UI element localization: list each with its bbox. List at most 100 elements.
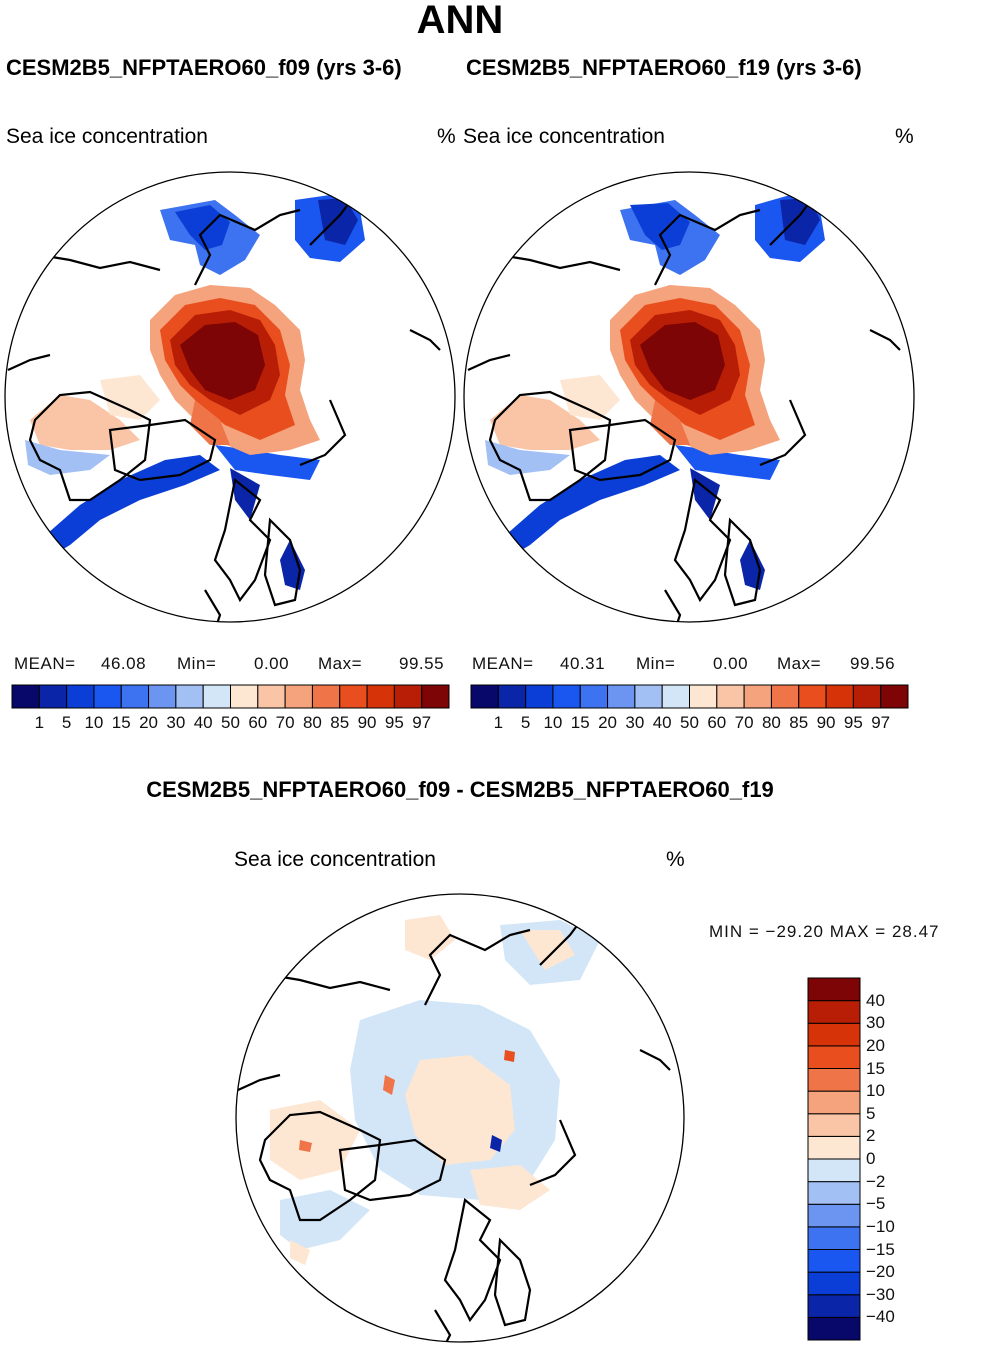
panel2-colorbar-swatch — [852, 684, 882, 709]
panel1-colorbar-tick-label: 95 — [384, 713, 404, 732]
panel2-colorbar-swatch — [689, 684, 718, 709]
panel1-colorbar-swatch — [175, 684, 204, 709]
panel1-min: 0.00 — [254, 654, 290, 673]
panel1-colorbar-swatch — [366, 684, 395, 709]
diff-field — [270, 915, 600, 1265]
panel1-colorbar-tick-label: 40 — [193, 713, 213, 732]
diff-colorbar-swatch — [807, 1045, 861, 1069]
panel1-map-border — [4, 171, 456, 623]
diff-colorbar-swatch — [807, 1113, 861, 1137]
diff-colorbar-swatch — [807, 977, 861, 1002]
panel1-colorbar-swatch — [311, 684, 341, 709]
panel2-min: 0.00 — [713, 654, 749, 673]
diff-colorbar-swatch — [807, 1135, 861, 1160]
panel2-colorbar-swatch — [798, 684, 827, 709]
panel2-colorbar-swatch — [743, 684, 772, 709]
panel1-colorbar-tick-label: 10 — [84, 713, 104, 732]
panel2-colorbar-swatch — [552, 684, 581, 709]
panel1-colorbar-swatch — [93, 684, 122, 709]
diff-colorbar-tick-label: 10 — [866, 1081, 885, 1101]
panel1-colorbar-swatch — [11, 684, 40, 709]
panel1-min-label: Min= — [177, 654, 217, 673]
diff-colorbar-tick-label: −2 — [866, 1171, 886, 1191]
panel2-colorbar-swatch — [579, 684, 609, 709]
panel1-ice-field — [25, 195, 365, 590]
diff-colorbar-tick-label: −30 — [866, 1284, 895, 1304]
panel1-colorbar-tick-label: 20 — [139, 713, 159, 732]
diff-colorbar-swatch — [807, 1000, 861, 1024]
diff-title: CESM2B5_NFPTAERO60_f09 - CESM2B5_NFPTAER… — [146, 777, 774, 802]
diff-map — [237, 914, 671, 1342]
panel2-colorbar-tick-label: 70 — [734, 713, 754, 732]
diff-colorbar-tick-label: −40 — [866, 1307, 895, 1327]
panel1-colorbar-tick-label: 80 — [302, 713, 322, 732]
panel1-map — [7, 194, 441, 622]
panel1-colorbar-swatch — [202, 684, 231, 709]
panel2-colorbar-tick-label: 5 — [520, 713, 531, 732]
panel1-mean: 46.08 — [101, 654, 147, 673]
panel2-colorbar-tick-label: 1 — [493, 713, 504, 732]
panel1-mean-label: MEAN= — [14, 654, 76, 673]
diff-colorbar-swatch — [807, 1316, 861, 1341]
diff-coastlines — [237, 914, 671, 1342]
diff-colorbar-tick-label: 40 — [866, 990, 885, 1010]
panel1-coastlines — [7, 194, 441, 622]
panel2-max-label: Max= — [777, 654, 822, 673]
panel1-colorbar-tick-label: 30 — [166, 713, 186, 732]
diff-colorbar-swatch — [807, 1249, 861, 1273]
diff-colorbar-tick-label: 20 — [866, 1035, 885, 1055]
panel1-colorbar — [11, 684, 450, 709]
panel2-map — [467, 194, 901, 622]
panel1-max: 99.55 — [399, 654, 445, 673]
panel2-variable: Sea ice concentration — [463, 125, 665, 148]
diff-colorbar-swatch — [807, 1181, 861, 1205]
panel1-colorbar-swatch — [393, 684, 423, 709]
panel1-colorbar-swatch — [38, 684, 68, 709]
panel2-colorbar-swatch — [607, 684, 636, 709]
panel2-units: % — [895, 125, 914, 148]
panel1-colorbar-tick-label: 15 — [111, 713, 131, 732]
panel2-colorbar-tick-label: 40 — [652, 713, 672, 732]
panel2-mean-label: MEAN= — [472, 654, 534, 673]
panel2-colorbar-tick-label: 80 — [761, 713, 781, 732]
panel1-colorbar-swatch — [284, 684, 313, 709]
panel2-colorbar-tick-label: 15 — [570, 713, 590, 732]
panel2-max: 99.56 — [850, 654, 896, 673]
diff-units: % — [666, 848, 685, 871]
panel1-colorbar-tick-label: 70 — [275, 713, 295, 732]
panel2-map-border — [463, 171, 915, 623]
diff-colorbar-tick-label: 15 — [866, 1058, 885, 1078]
panel2-colorbar-tick-label: 97 — [871, 713, 891, 732]
diff-map-border — [235, 893, 685, 1343]
diff-colorbar-tick-label: 2 — [866, 1126, 876, 1146]
panel2-min-label: Min= — [636, 654, 676, 673]
panel2-colorbar-swatch — [825, 684, 854, 709]
diff-colorbar-swatch — [807, 1090, 861, 1115]
panel2-colorbar-swatch — [716, 684, 745, 709]
panel1-colorbar-swatch — [257, 684, 286, 709]
panel1-colorbar-tick-label: 60 — [248, 713, 268, 732]
diff-colorbar-swatch — [807, 1068, 861, 1092]
panel2-coastlines — [467, 194, 901, 622]
panel1-max-label: Max= — [318, 654, 363, 673]
diff-colorbar-tick-label: −10 — [866, 1216, 895, 1236]
panel1-case-title: CESM2B5_NFPTAERO60_f09 (yrs 3-6) — [6, 55, 402, 80]
diff-colorbar-tick-label: 0 — [866, 1149, 876, 1168]
diff-colorbar-swatch — [807, 1022, 861, 1047]
panel1-colorbar-tick-label: 85 — [330, 713, 350, 732]
diff-colorbar-swatch — [807, 1203, 861, 1228]
panel2-colorbar-swatch — [880, 684, 909, 709]
panel1-variable: Sea ice concentration — [6, 125, 208, 148]
panel1-colorbar-swatch — [148, 684, 177, 709]
panel1-colorbar-swatch — [66, 684, 95, 709]
diff-colorbar-swatch — [807, 1271, 861, 1296]
panel1-colorbar-swatch — [120, 684, 150, 709]
diff-colorbar-tick-label: −15 — [866, 1239, 895, 1259]
panel2-mean: 40.31 — [560, 654, 606, 673]
panel2-colorbar-swatch — [661, 684, 690, 709]
panel2-colorbar-tick-label: 95 — [843, 713, 863, 732]
panel1-colorbar-tick-label: 1 — [34, 713, 45, 732]
panel1-colorbar-swatch — [230, 684, 259, 709]
panel1-units: % — [437, 125, 456, 148]
panel1-colorbar-tick-label: 5 — [61, 713, 72, 732]
